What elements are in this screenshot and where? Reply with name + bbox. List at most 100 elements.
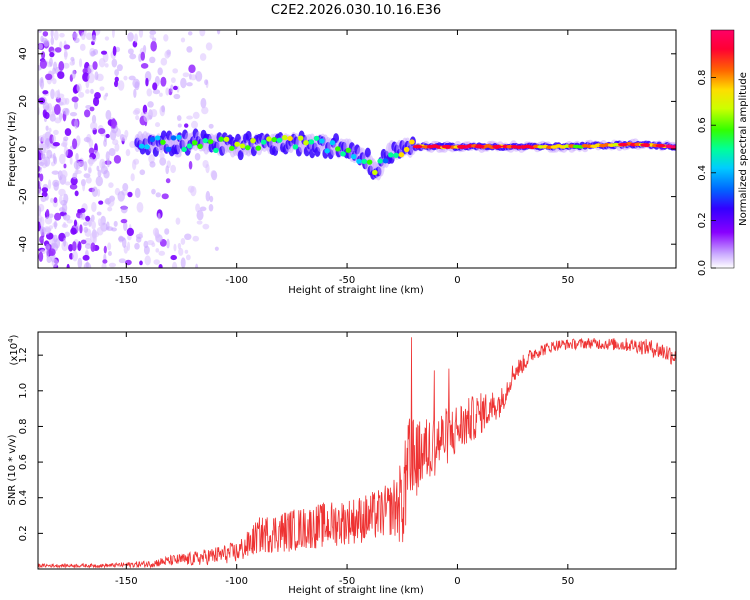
ridge-peak (223, 136, 230, 142)
colorbar: 0.0 0.2 0.4 0.6 0.8 Normalized spectral ampl… (697, 29, 749, 276)
noise-speck (41, 51, 46, 60)
noise-speck (194, 153, 201, 161)
noise-speck (52, 78, 57, 85)
noise-speck (200, 97, 207, 109)
noise-speck (170, 77, 176, 83)
noise-speck (41, 153, 46, 159)
noise-speck (85, 261, 89, 268)
noise-speck (180, 237, 186, 245)
noise-speck (125, 149, 131, 157)
ridge-peak (176, 134, 182, 140)
noise-speck (106, 158, 110, 168)
snr-y-multiplier-close: ) (9, 334, 20, 338)
noise-speck (83, 173, 91, 179)
noise-speck (114, 76, 119, 82)
noise-speck (53, 104, 61, 115)
spectrogram-y-tick-label: 20 (18, 95, 29, 108)
ridge-peak (350, 154, 357, 160)
noise-speck (104, 36, 110, 41)
noise-speck (202, 223, 210, 230)
noise-speck (185, 254, 191, 261)
noise-speck (82, 72, 90, 82)
noise-speck (53, 61, 58, 71)
noise-speck (77, 257, 83, 268)
noise-speck (91, 220, 96, 230)
noise-speck (199, 30, 206, 37)
ridge-peak (398, 152, 405, 158)
noise-speck (109, 129, 117, 141)
noise-speck (119, 134, 128, 142)
noise-speck (48, 127, 52, 133)
noise-speck (208, 204, 214, 212)
noise-speck (87, 166, 92, 174)
noise-speck (50, 30, 54, 38)
noise-speck (182, 72, 190, 78)
spectrogram-y-axis: -40 -20 0 20 40 (18, 47, 676, 252)
noise-speck (78, 91, 85, 98)
noise-speck (97, 188, 101, 197)
noise-speck (196, 220, 203, 225)
ridge-peak (234, 141, 240, 147)
noise-speck (173, 85, 178, 91)
ridge-peak (229, 145, 235, 151)
colorbar-tick-label: 0.2 (697, 212, 708, 228)
noise-speck (83, 226, 89, 233)
noise-speck (38, 205, 42, 217)
noise-speck (71, 96, 79, 103)
snr-y-tick-label: 0.4 (18, 490, 29, 506)
spectrogram-noise-layer (38, 30, 221, 268)
noise-speck (71, 250, 78, 262)
noise-speck (63, 146, 69, 158)
noise-speck (145, 77, 149, 87)
noise-speck (155, 192, 161, 198)
ridge-peak (393, 152, 399, 158)
noise-speck (107, 206, 113, 212)
noise-speck (91, 114, 97, 124)
noise-speck (77, 241, 82, 252)
noise-speck (81, 31, 86, 41)
noise-speck (66, 263, 70, 268)
spectrogram-x-axis: -150 -100 -50 0 50 (115, 30, 574, 286)
noise-speck (144, 255, 151, 266)
noise-speck (184, 249, 189, 254)
noise-speck (87, 64, 94, 74)
noise-speck (63, 136, 69, 142)
noise-speck (152, 89, 161, 95)
noise-speck (70, 177, 78, 186)
spectrogram-x-tick-label: 50 (561, 275, 574, 286)
noise-speck (111, 118, 117, 129)
noise-speck (40, 143, 48, 150)
noise-speck (70, 227, 77, 235)
snr-y-tick-label: 0.8 (18, 418, 29, 434)
noise-speck (195, 263, 199, 268)
noise-speck (138, 30, 144, 38)
noise-speck (102, 259, 108, 264)
noise-speck (69, 156, 73, 165)
noise-speck (68, 244, 74, 252)
noise-speck (74, 119, 79, 129)
ridge-core (237, 150, 244, 161)
noise-speck (98, 222, 104, 227)
noise-speck (173, 93, 181, 100)
noise-speck (62, 62, 70, 69)
ridge-peak (287, 135, 293, 142)
ridge-maximum (412, 144, 423, 149)
noise-speck (92, 61, 98, 70)
snr-series-layer (38, 337, 676, 569)
noise-speck (95, 151, 100, 160)
noise-speck (101, 262, 107, 268)
noise-speck (63, 237, 67, 247)
ridge-peak (165, 146, 172, 152)
noise-speck (178, 247, 184, 256)
noise-speck (76, 83, 82, 93)
noise-speck (50, 88, 55, 100)
noise-speck (57, 71, 65, 80)
ridge-peak (319, 138, 325, 144)
noise-speck (41, 191, 48, 198)
noise-speck (189, 74, 197, 81)
ridge-maximum (492, 144, 503, 149)
noise-speck (72, 138, 78, 150)
noise-speck (79, 208, 86, 214)
noise-speck (84, 237, 92, 246)
noise-speck (72, 241, 77, 252)
